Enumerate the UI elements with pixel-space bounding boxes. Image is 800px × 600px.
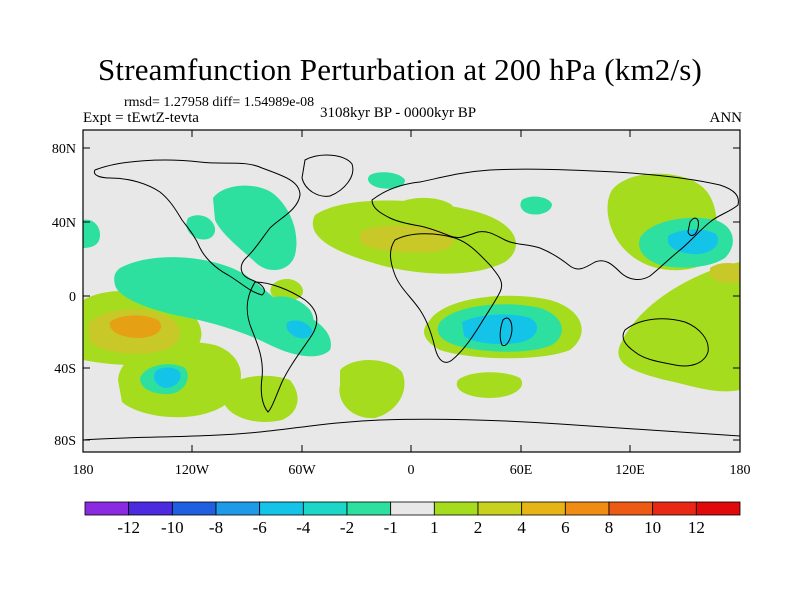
y-axis-ticks	[83, 147, 740, 441]
colorbar-label-11: 8	[604, 518, 614, 537]
colorbar-label-5: -2	[339, 518, 355, 537]
contour-teal-west	[83, 219, 100, 248]
colorbar-swatch-14	[695, 501, 741, 516]
contour-orange-pacific	[109, 315, 162, 338]
colorbar-label-13: 12	[687, 518, 705, 537]
coast-japan	[687, 217, 699, 236]
y-label-40n: 40N	[52, 216, 76, 231]
x-label-60e: 60E	[510, 463, 533, 478]
coast-greenland	[301, 154, 354, 197]
coast-africa	[390, 233, 503, 363]
colorbar-label-8: 2	[473, 518, 483, 537]
colorbar	[84, 501, 741, 516]
contour-green-atlantic-south	[339, 360, 405, 419]
contour-teal-tropical-atlantic	[114, 257, 331, 357]
x-axis-labels: 180 120W 60W 0 60E 120E 180	[73, 463, 751, 478]
x-label-60w: 60W	[288, 463, 316, 478]
x-label-120e: 120E	[615, 463, 645, 478]
contour-green-south-indian	[456, 372, 523, 398]
x-label-180-west: 180	[73, 463, 94, 478]
colorbar-label-3: -6	[252, 518, 267, 537]
contour-cyan-south-pacific	[154, 367, 181, 388]
colorbar-swatch-8	[433, 501, 479, 516]
colorbar-swatch-12	[608, 501, 654, 516]
experiment-label: Expt = tEwtZ-tevta	[83, 110, 199, 126]
y-label-80n: 80N	[52, 142, 76, 157]
colorbar-swatch-13	[652, 501, 697, 516]
y-label-80s: 80S	[54, 434, 76, 449]
coast-australia	[622, 318, 709, 367]
colorbar-swatch-5	[302, 501, 348, 516]
colorbar-label-7: 1	[430, 518, 439, 537]
colorbar-swatch-6	[346, 501, 392, 516]
colorbar-label-4: -4	[296, 518, 311, 537]
colorbar-swatch-11	[564, 501, 610, 516]
contour-fills	[83, 172, 740, 423]
colorbar-swatch-10	[521, 501, 566, 516]
coast-eurasia	[371, 168, 739, 280]
coastlines	[83, 154, 740, 441]
colorbar-swatch-0	[84, 501, 130, 516]
plot-title: Streamfunction Perturbation at 200 hPa (…	[97, 52, 703, 87]
season-label: ANN	[709, 110, 743, 126]
y-label-40s: 40S	[54, 362, 76, 377]
contour-teal-siberia	[520, 196, 552, 215]
x-label-180-east: 180	[730, 463, 751, 478]
colorbar-label-9: 4	[517, 518, 526, 537]
x-label-0: 0	[408, 463, 415, 478]
contour-cyan-indian	[462, 314, 537, 344]
contour-teal-scandinavia	[368, 172, 405, 189]
coast-madagascar	[499, 317, 513, 347]
colorbar-swatch-2	[171, 501, 217, 516]
x-label-120w: 120W	[175, 463, 210, 478]
colorbar-swatch-7	[390, 501, 435, 516]
contour-yellow-west-pacific	[710, 263, 740, 284]
y-label-0: 0	[69, 290, 76, 305]
colorbar-swatch-4	[259, 501, 304, 516]
x-axis-ticks	[82, 130, 741, 452]
contour-yellow-north-africa	[360, 225, 454, 253]
colorbar-label-1: -10	[160, 518, 184, 537]
coast-north-america	[93, 159, 301, 296]
colorbar-label-12: 10	[644, 518, 662, 537]
colorbar-label-2: -8	[208, 518, 224, 537]
colorbar-swatch-3	[215, 501, 261, 516]
colorbar-label-0: -12	[117, 518, 140, 537]
coast-south-america	[246, 281, 318, 413]
colorbar-label-6: -1	[383, 518, 398, 537]
contour-green-europe-north	[393, 197, 454, 221]
colorbar-swatch-9	[477, 501, 523, 516]
contour-teal-mexico	[186, 215, 216, 240]
colorbar-label-10: 6	[561, 518, 570, 537]
coast-antarctica	[83, 418, 740, 441]
stats-label: rmsd= 1.27958 diff= 1.54989e-08	[124, 95, 315, 110]
colorbar-swatch-1	[128, 501, 173, 516]
contour-teal-north-america	[213, 185, 297, 271]
y-axis-labels: 80N 40N 0 40S 80S	[52, 142, 76, 449]
contour-cyan-japan	[668, 229, 719, 255]
contour-cyan-atlantic	[286, 320, 313, 339]
period-label: 3108kyr BP - 0000kyr BP	[320, 105, 477, 121]
